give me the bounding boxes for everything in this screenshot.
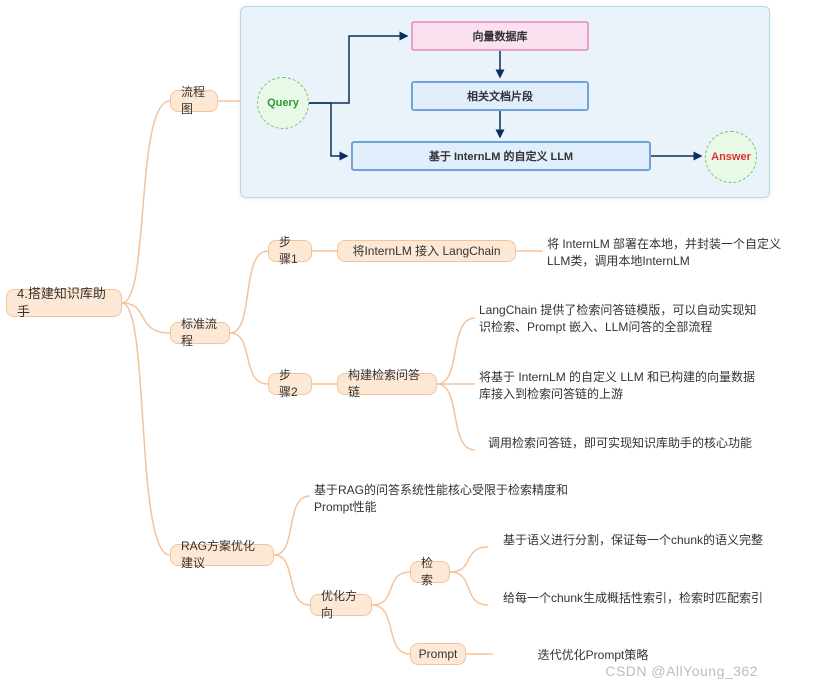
branch-flowchart[interactable]: 流程图 [170, 90, 218, 112]
step1-leaf: 将 InternLM 部署在本地，并封装一个自定义LLM类，调用本地Intern… [543, 234, 803, 272]
step2-leaf2: 将基于 InternLM 的自定义 LLM 和已构建的向量数据库接入到检索问答链… [475, 367, 765, 405]
step2-leaf3: 调用检索问答链，即可实现知识库助手的核心功能 [475, 433, 765, 454]
step1-mid[interactable]: 将InternLM 接入 LangChain [337, 240, 516, 262]
step2-leaf1: LangChain 提供了检索问答链模版，可以自动实现知识检索、Prompt 嵌… [475, 300, 765, 338]
step2-node[interactable]: 步骤2 [268, 373, 312, 395]
watermark: CSDN @AllYoung_362 [605, 663, 758, 679]
flowchart-arrows [241, 7, 771, 199]
flowchart-panel: Query Answer 向量数据库 相关文档片段 基于 InternLM 的自… [240, 6, 770, 198]
rag-opt-node[interactable]: 优化方向 [310, 594, 372, 616]
step1-node[interactable]: 步骤1 [268, 240, 312, 262]
root-node[interactable]: 4.搭建知识库助手 [6, 289, 122, 317]
branch-rag[interactable]: RAG方案优化建议 [170, 544, 274, 566]
rag-retrieval-node[interactable]: 检索 [410, 561, 450, 583]
step2-mid[interactable]: 构建检索问答链 [337, 373, 437, 395]
rag-top-leaf: 基于RAG的问答系统性能核心受限于检索精度和Prompt性能 [310, 480, 590, 518]
branch-standard[interactable]: 标准流程 [170, 322, 230, 344]
rag-retrieval-leaf1: 基于语义进行分割，保证每一个chunk的语义完整 [488, 530, 778, 551]
rag-retrieval-leaf2: 给每一个chunk生成概括性索引，检索时匹配索引 [488, 588, 778, 609]
rag-prompt-node[interactable]: Prompt [410, 643, 466, 665]
